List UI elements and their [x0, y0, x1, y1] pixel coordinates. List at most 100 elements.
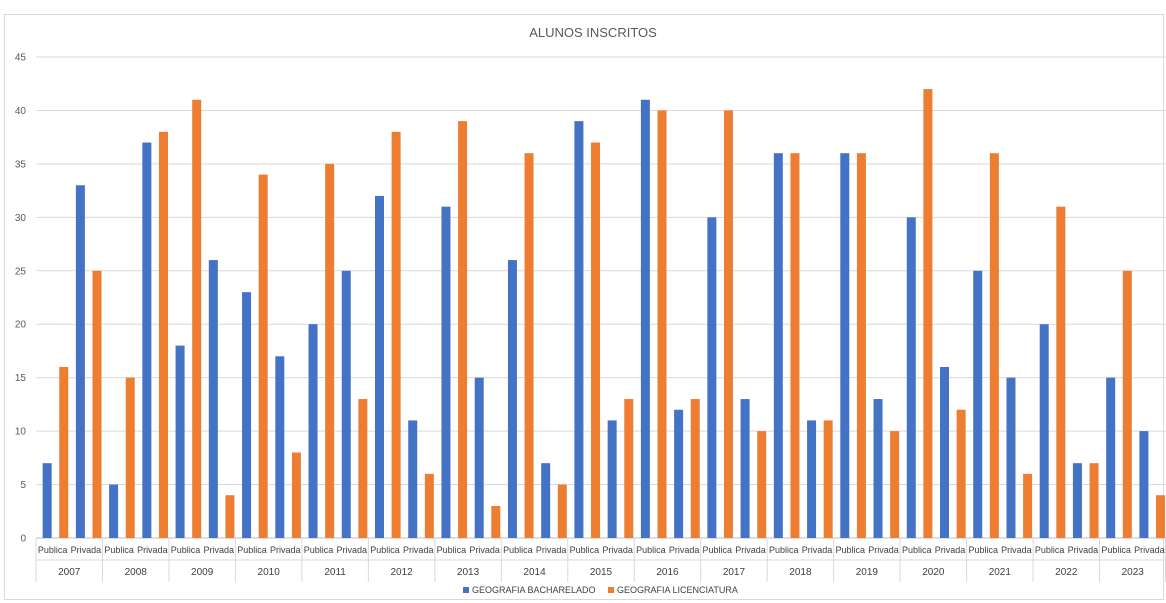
bar	[690, 399, 700, 538]
x-year-label: 2015	[590, 567, 613, 578]
bar	[258, 174, 268, 539]
x-category-label: Privada	[1001, 545, 1032, 555]
bar	[856, 153, 866, 538]
bar	[308, 324, 318, 538]
x-year-label: 2017	[723, 567, 746, 578]
bar	[507, 260, 517, 538]
x-year-label: 2014	[523, 567, 546, 578]
x-category-label: Publica	[304, 545, 334, 555]
bar	[59, 366, 69, 538]
bar	[358, 399, 368, 538]
bar	[823, 420, 833, 538]
y-tick-label: 30	[15, 213, 27, 224]
bar	[325, 163, 335, 538]
bar	[1056, 206, 1066, 538]
x-year-label: 2013	[457, 567, 480, 578]
x-year-label: 2016	[656, 567, 679, 578]
x-year-label: 2023	[1122, 567, 1145, 578]
y-tick-label: 25	[15, 266, 27, 277]
y-tick-label: 0	[20, 534, 26, 545]
x-category-label: Publica	[171, 545, 201, 555]
x-category-label: Publica	[769, 545, 799, 555]
x-category-label: Privada	[602, 545, 633, 555]
bar	[1089, 463, 1099, 538]
bar	[208, 260, 218, 538]
x-year-label: 2018	[789, 567, 812, 578]
bar	[1122, 270, 1132, 538]
x-category-label: Privada	[137, 545, 168, 555]
bar	[225, 495, 235, 538]
bar	[441, 206, 451, 538]
x-category-label: Publica	[902, 545, 932, 555]
x-category-label: Privada	[935, 545, 966, 555]
bar	[640, 99, 650, 538]
x-category-label: Publica	[503, 545, 533, 555]
x-category-label: Privada	[469, 545, 500, 555]
bar	[591, 142, 601, 538]
bar	[624, 399, 634, 538]
legend-swatch	[463, 587, 469, 593]
x-category-label: Privada	[204, 545, 235, 555]
x-year-label: 2008	[125, 567, 148, 578]
x-year-label: 2010	[258, 567, 281, 578]
x-category-label: Publica	[370, 545, 400, 555]
bar	[42, 463, 52, 538]
bar	[757, 431, 767, 538]
bar	[890, 431, 900, 538]
x-category-label: Publica	[237, 545, 267, 555]
legend-label: GEOGRAFIA LICENCIATURA	[617, 585, 738, 595]
x-category-label: Privada	[735, 545, 766, 555]
bar	[341, 270, 351, 538]
y-tick-label: 5	[20, 480, 26, 491]
x-year-label: 2012	[390, 567, 413, 578]
x-category-label: Publica	[104, 545, 134, 555]
bar	[607, 420, 617, 538]
x-category-label: Privada	[1068, 545, 1099, 555]
x-category-label: Privada	[270, 545, 301, 555]
bar	[408, 420, 418, 538]
bar	[391, 131, 401, 539]
bar	[1006, 377, 1016, 538]
x-year-label: 2022	[1055, 567, 1078, 578]
bar	[840, 153, 850, 538]
bar	[1106, 377, 1116, 538]
y-tick-label: 40	[15, 106, 27, 117]
bar	[375, 195, 384, 538]
x-category-label: Privada	[868, 545, 899, 555]
bar	[923, 89, 933, 539]
bar	[1023, 473, 1033, 538]
x-year-label: 2020	[922, 567, 945, 578]
bar	[657, 110, 667, 538]
x-category-label: Publica	[38, 545, 68, 555]
x-category-label: Publica	[1101, 545, 1131, 555]
bar	[873, 399, 883, 538]
bar	[557, 484, 567, 538]
bar	[940, 366, 949, 538]
bar	[956, 409, 966, 538]
y-tick-label: 20	[15, 320, 27, 331]
legend-label: GEOGRAFIA BACHARELADO	[472, 585, 596, 595]
x-year-label: 2019	[856, 567, 879, 578]
x-category-label: Publica	[437, 545, 467, 555]
y-tick-label: 35	[15, 159, 27, 170]
y-tick-label: 15	[15, 373, 27, 384]
x-year-label: 2009	[191, 567, 214, 578]
x-category-label: Publica	[570, 545, 600, 555]
x-category-label: Privada	[536, 545, 567, 555]
bar	[1039, 324, 1049, 538]
y-tick-label: 10	[15, 427, 27, 438]
bar	[158, 131, 168, 539]
bar	[773, 153, 783, 538]
x-category-label: Publica	[1035, 545, 1065, 555]
bar	[109, 484, 119, 538]
chart-title: ALUNOS INSCRITOS	[529, 25, 657, 40]
bar	[92, 270, 102, 538]
x-year-label: 2021	[989, 567, 1012, 578]
x-category-label: Privada	[802, 545, 833, 555]
bar	[474, 377, 484, 538]
bar	[906, 217, 916, 539]
x-category-label: Publica	[636, 545, 666, 555]
bar	[491, 505, 501, 538]
bar	[723, 110, 733, 538]
bar	[275, 356, 285, 538]
